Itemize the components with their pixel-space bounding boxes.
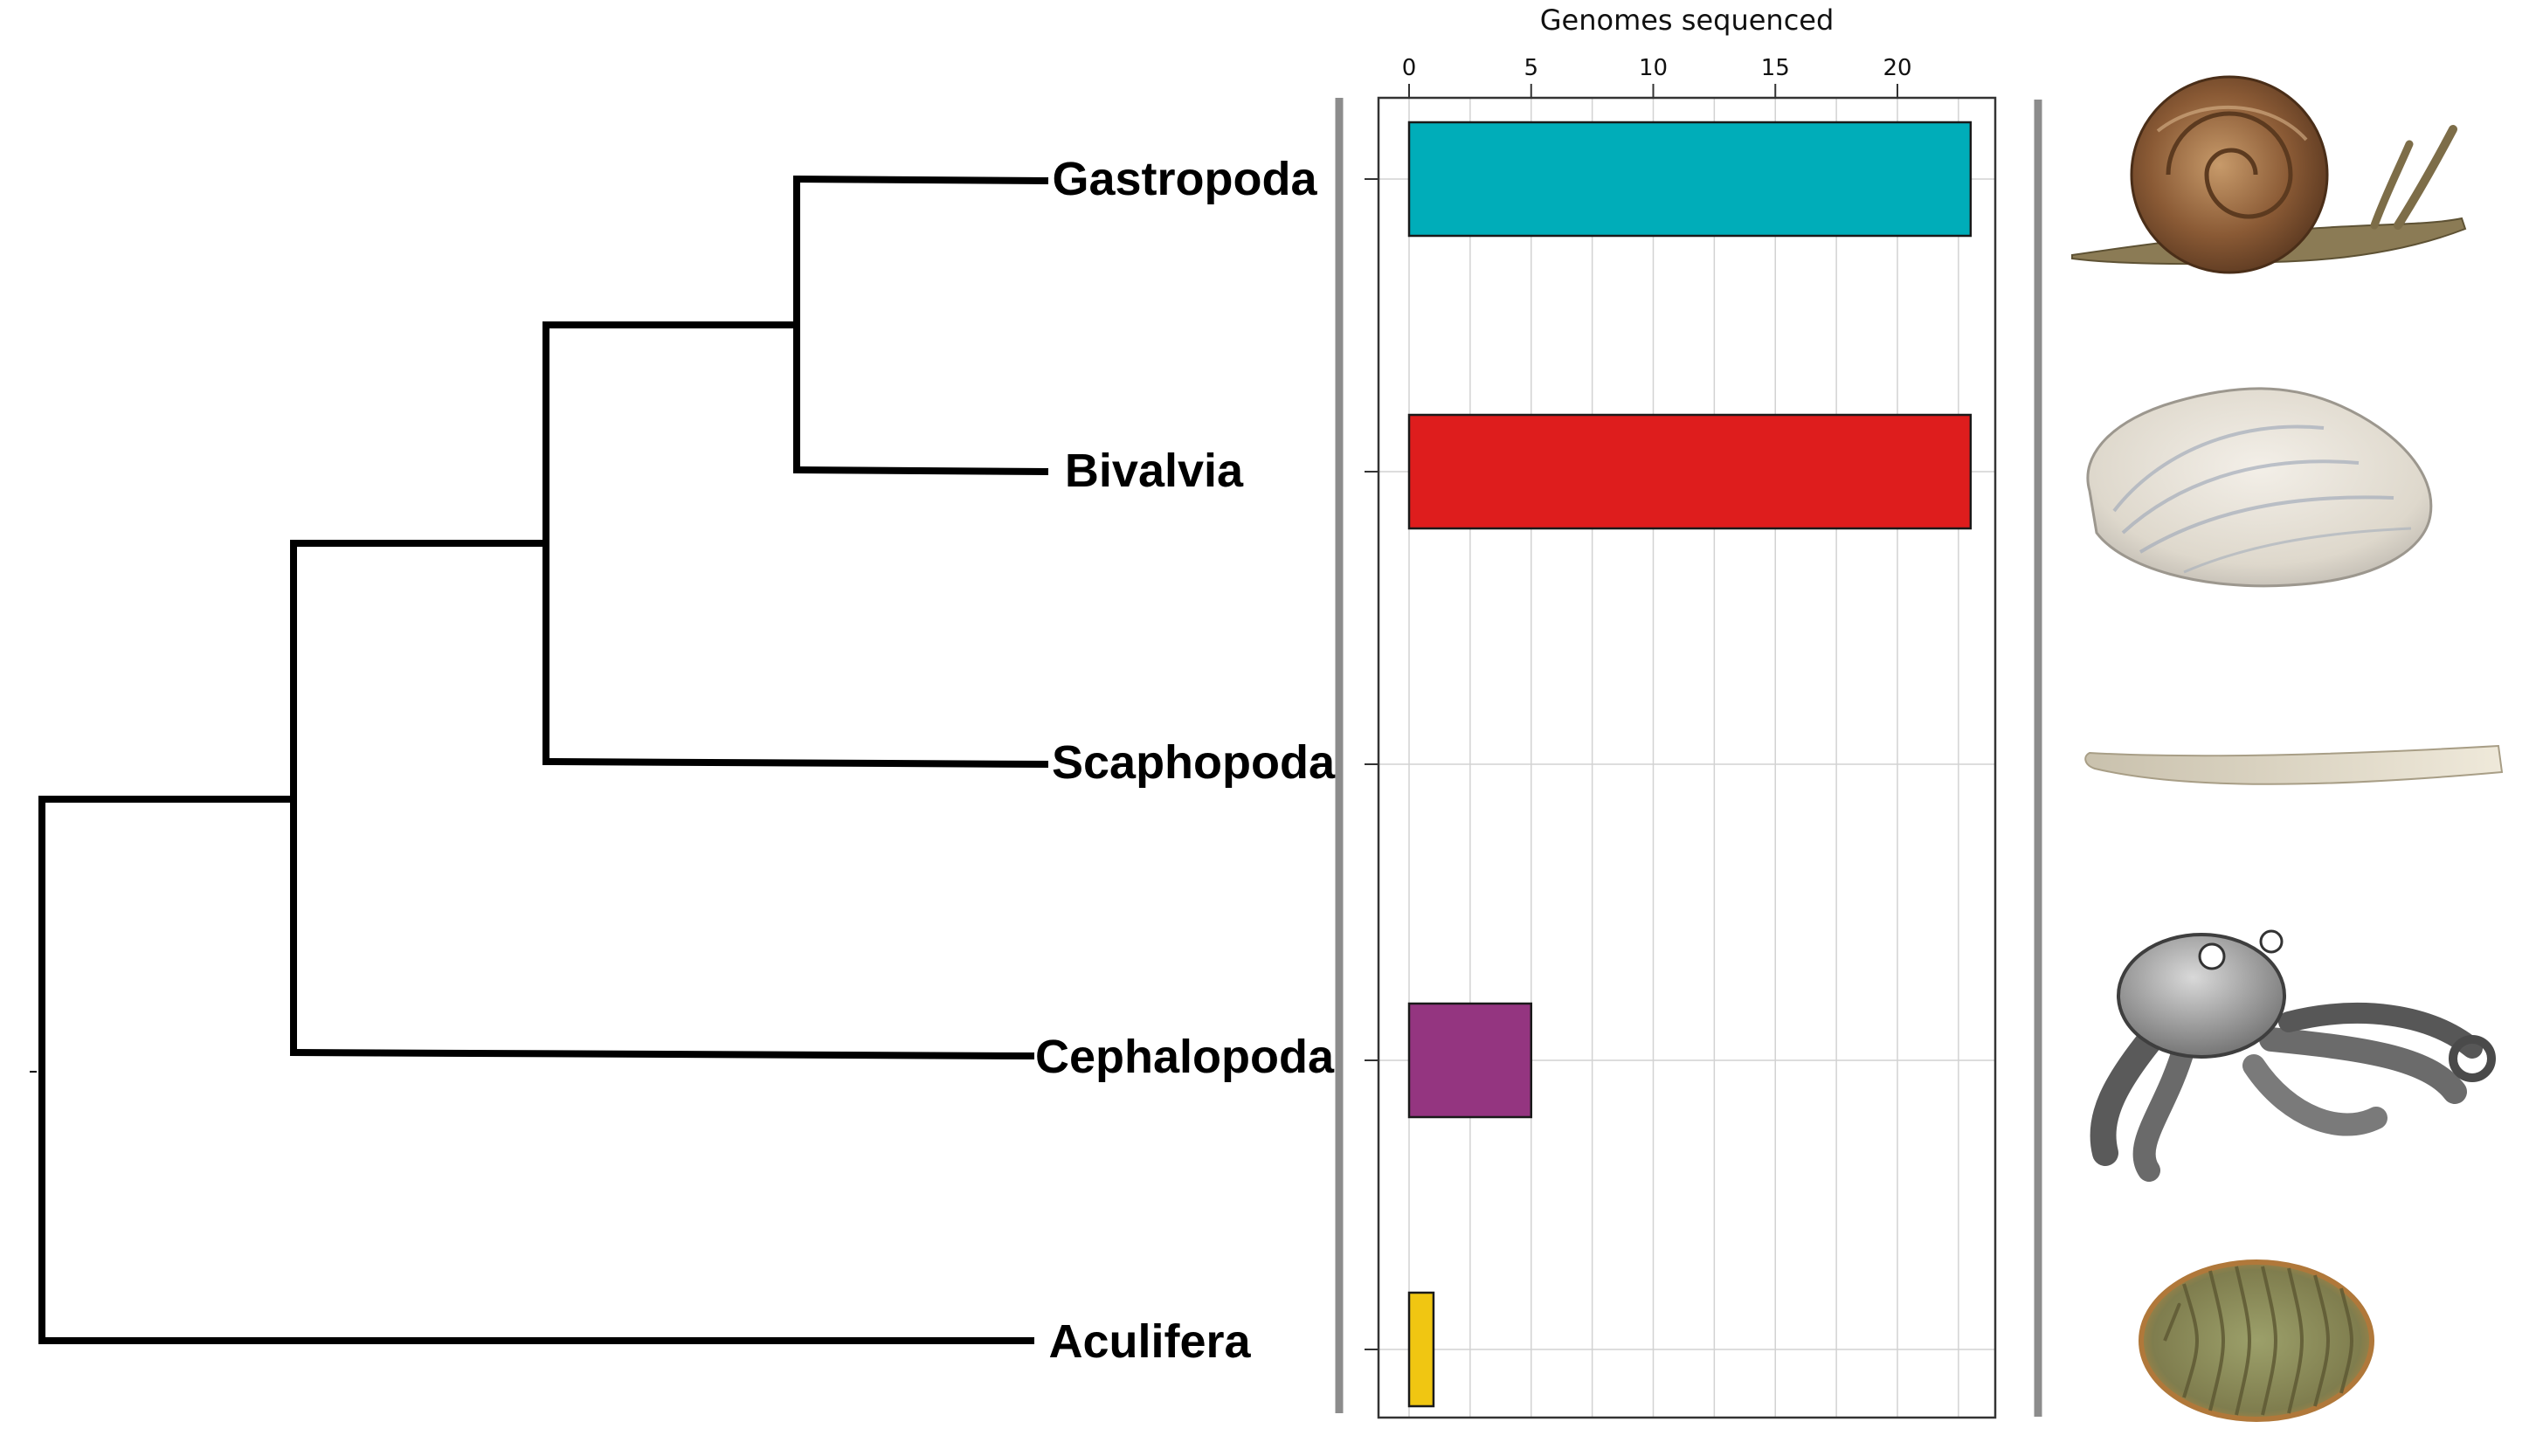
- taxon-label-gastropoda: Gastropoda: [1052, 153, 1317, 205]
- tree-branch-gastropoda: [792, 175, 1049, 185]
- tree-branch-scaphopoda: [542, 757, 1049, 769]
- bar-chart: 0 5 10 15 20 Genomes sequenced: [1365, 3, 1997, 1419]
- snail-illustration: [2071, 75, 2467, 274]
- taxon-label-cephalopoda: Cephalopoda: [1035, 1031, 1335, 1083]
- taxon-label-scaphopoda: Scaphopoda: [1052, 736, 1336, 789]
- x-tick-label: 20: [1883, 55, 1911, 81]
- taxon-labels: Gastropoda Bivalvia Scaphopoda Cephalopoda A…: [1035, 153, 1336, 1368]
- tree-branch-cephalopoda: [289, 1048, 1035, 1060]
- chart-grid: [1379, 98, 1995, 1418]
- chart-y-ticks: [1365, 178, 1379, 1350]
- bar-aculifera: [1407, 1291, 1435, 1408]
- tree-branch-bivalvia: [792, 466, 1049, 476]
- bar-cephalopoda: [1407, 1002, 1532, 1119]
- bar-bivalvia: [1407, 413, 1973, 530]
- tusk-shell-illustration: [2084, 744, 2504, 785]
- taxon-label-aculifera: Aculifera: [1048, 1315, 1251, 1368]
- taxon-label-bivalvia: Bivalvia: [1065, 445, 1244, 497]
- x-tick-label: 10: [1639, 55, 1668, 81]
- chart-bars: [1407, 121, 1973, 1408]
- illustrations: [2071, 75, 2504, 1422]
- clam-illustration: [2086, 387, 2433, 588]
- chart-x-ticks: 0 5 10 15 20: [1402, 55, 1912, 98]
- x-tick-label: 5: [1524, 55, 1538, 81]
- x-tick-label: 0: [1402, 55, 1417, 81]
- x-axis-title: Genomes sequenced: [1540, 3, 1835, 37]
- chiton-illustration: [2139, 1259, 2374, 1422]
- x-tick-label: 15: [1761, 55, 1790, 81]
- octopus-illustration: [2090, 929, 2496, 1182]
- chart-frame: [1377, 96, 1997, 1419]
- phylogenetic-tree: [38, 175, 1049, 1344]
- bar-gastropoda: [1407, 121, 1973, 238]
